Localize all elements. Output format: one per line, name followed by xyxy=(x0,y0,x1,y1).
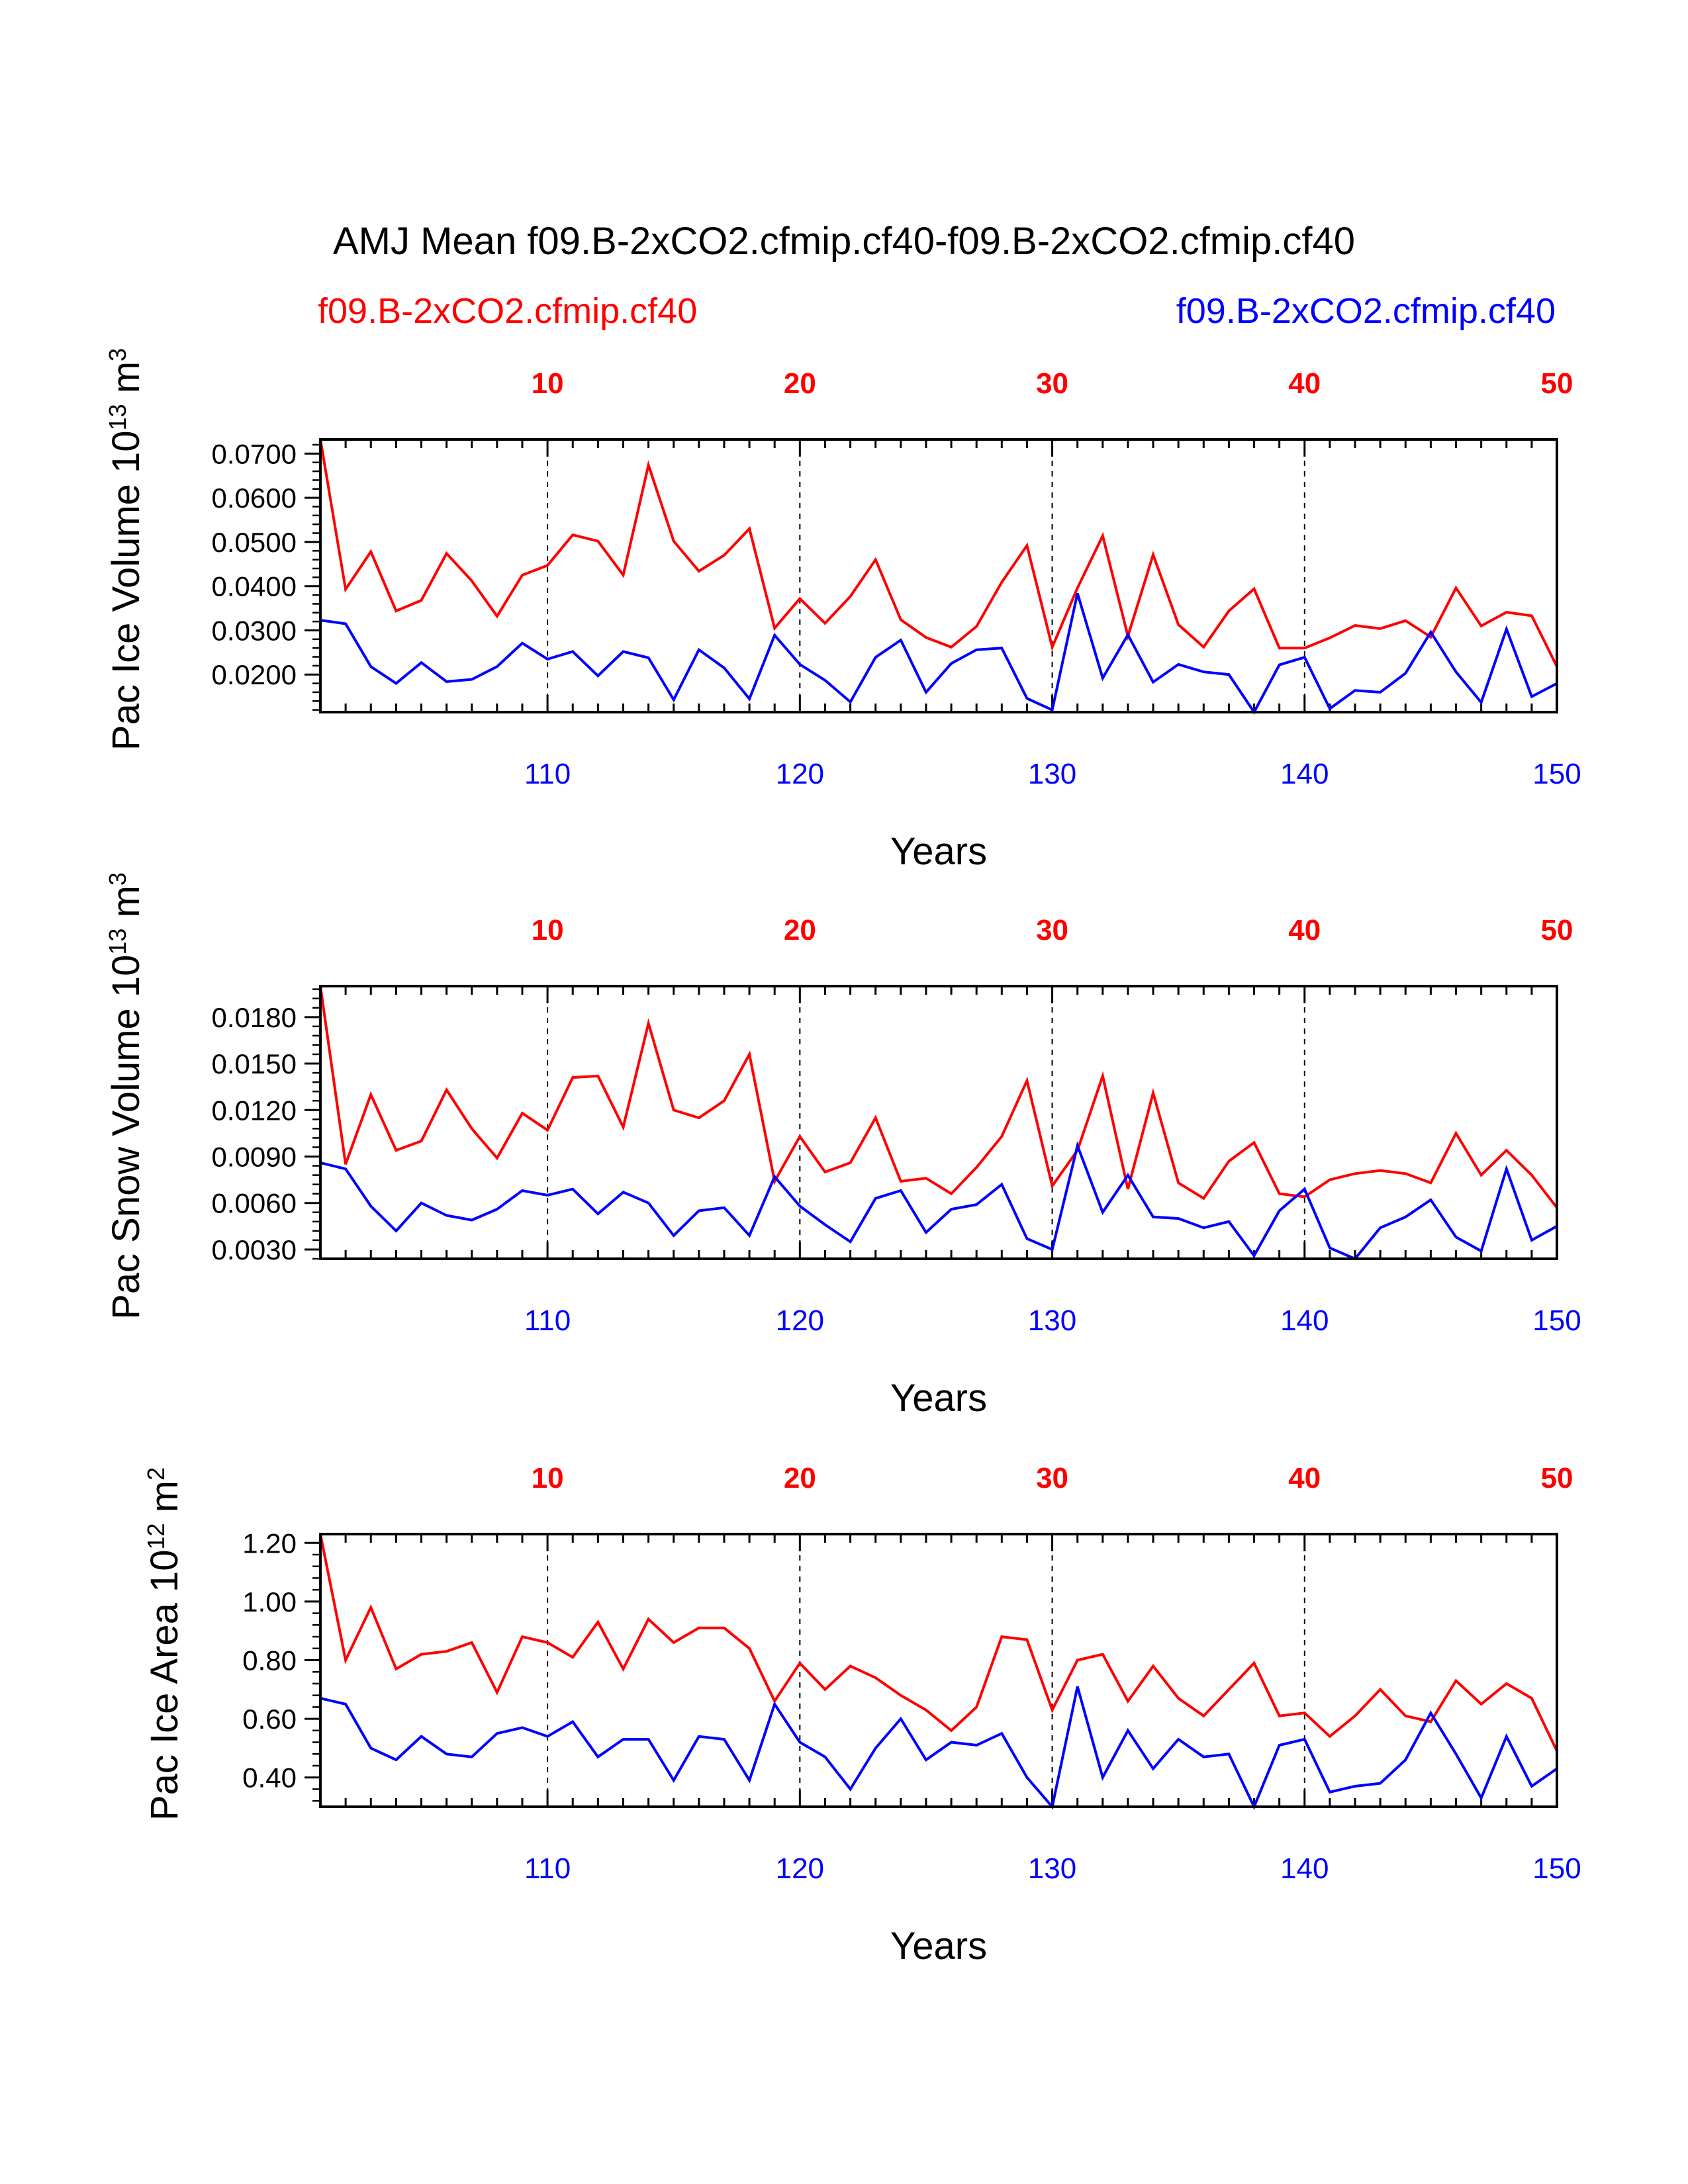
y-axis-label-text: Pac Ice Volume 10 xyxy=(105,430,148,751)
y-tick-label: 0.0150 xyxy=(212,1048,297,1079)
panel-2: 0.0030 0.0060 0.0090 0.0120 0.0150 0.0180 110 1… xyxy=(104,872,1581,1420)
y-axis-label: Pac Snow Volume 1013 m3 xyxy=(104,872,148,1320)
x-tick-label-bottom: 130 xyxy=(1028,1304,1076,1337)
y-tick-label: 0.60 xyxy=(242,1704,297,1735)
x-tick-label-bottom: 110 xyxy=(524,1304,571,1337)
series-line-red xyxy=(319,439,1558,668)
y-axis-label-text: Pac Ice Area 10 xyxy=(143,1550,186,1821)
x-tick-label-top: 30 xyxy=(1036,1462,1068,1494)
y-tick-label: 0.0060 xyxy=(212,1188,297,1219)
series-line-blue xyxy=(320,1686,1558,1810)
x-tick-label-top: 20 xyxy=(784,367,816,400)
x-tick-label-top: 40 xyxy=(1288,367,1321,400)
x-tick-label-top: 50 xyxy=(1541,1462,1573,1494)
y-axis-label-text: m xyxy=(105,361,148,404)
series-line-red xyxy=(319,985,1558,1209)
plot-frame xyxy=(319,985,1558,1260)
y-tick-label: 0.80 xyxy=(242,1645,297,1676)
series-line-blue xyxy=(320,1141,1558,1261)
x-tick-label-bottom: 140 xyxy=(1280,758,1329,790)
y-axis-label: Pac Ice Volume 1013 m3 xyxy=(104,348,148,751)
y-axis-label-text: Pac Snow Volume 10 xyxy=(105,955,148,1320)
y-tick-label: 0.0500 xyxy=(212,527,297,558)
y-tick-label: 1.20 xyxy=(242,1527,297,1559)
x-tick-label-top: 30 xyxy=(1036,367,1068,400)
x-tick-label-bottom: 120 xyxy=(776,1304,824,1337)
legend-left-label: f09.B-2xCO2.cfmip.cf40 xyxy=(318,291,697,331)
y-tick-label: 0.0300 xyxy=(212,615,297,646)
x-tick-label-bottom: 120 xyxy=(776,1852,824,1885)
x-axis-label: Years xyxy=(890,1377,987,1420)
y-tick-label: 0.0180 xyxy=(212,1002,297,1033)
panel-3: 0.40 0.60 0.80 1.00 1.20 110 120 130 140 150 10 20 3… xyxy=(142,1462,1581,1968)
x-tick-label-bottom: 130 xyxy=(1028,758,1076,790)
x-tick-label-bottom: 150 xyxy=(1532,758,1581,790)
x-tick-label-top: 50 xyxy=(1541,367,1573,400)
plot-frame xyxy=(319,1533,1558,1808)
y-tick-label: 0.0090 xyxy=(212,1142,297,1173)
y-tick-label: 0.0700 xyxy=(212,438,297,469)
y-axis-label-text: m xyxy=(143,1480,186,1523)
x-tick-label-bottom: 110 xyxy=(524,1852,571,1885)
x-tick-label-bottom: 150 xyxy=(1532,1304,1581,1337)
series-line-blue xyxy=(320,592,1558,715)
y-axis-label-superscript: 2 xyxy=(142,1467,169,1480)
y-axis-label-superscript: 13 xyxy=(104,929,131,955)
y-tick-label: 1.00 xyxy=(242,1586,297,1617)
y-tick-label: 0.0400 xyxy=(212,571,297,602)
x-tick-label-top: 20 xyxy=(784,914,816,946)
x-tick-label-top: 40 xyxy=(1288,914,1321,946)
y-axis-label-text: m xyxy=(105,886,148,928)
x-tick-label-top: 30 xyxy=(1036,914,1068,946)
y-tick-label: 0.40 xyxy=(242,1762,297,1794)
legend-right-label: f09.B-2xCO2.cfmip.cf40 xyxy=(1176,291,1556,331)
y-tick-label: 0.0030 xyxy=(212,1234,297,1265)
x-tick-label-bottom: 130 xyxy=(1028,1852,1076,1885)
x-tick-label-bottom: 140 xyxy=(1280,1852,1329,1885)
y-axis-label-superscript: 3 xyxy=(104,872,131,886)
y-axis-label-superscript: 12 xyxy=(142,1523,169,1549)
x-axis-label: Years xyxy=(890,830,987,873)
x-tick-label-bottom: 150 xyxy=(1532,1852,1581,1885)
x-tick-label-top: 10 xyxy=(532,367,564,400)
y-tick-label: 0.0200 xyxy=(212,659,297,690)
y-axis-label: Pac Ice Area 1012 m2 xyxy=(142,1467,187,1821)
y-axis-label-superscript: 13 xyxy=(104,404,131,430)
x-tick-label-bottom: 140 xyxy=(1280,1304,1329,1337)
plot-frame xyxy=(319,438,1558,713)
x-axis-label: Years xyxy=(890,1925,987,1968)
y-axis-label-superscript: 3 xyxy=(104,348,131,361)
series-line-red xyxy=(319,1533,1558,1752)
x-tick-label-bottom: 110 xyxy=(524,758,571,790)
x-tick-label-top: 10 xyxy=(532,1462,564,1494)
y-tick-label: 0.0600 xyxy=(212,482,297,514)
x-tick-label-bottom: 120 xyxy=(776,758,824,790)
y-tick-label: 0.0120 xyxy=(212,1095,297,1126)
x-tick-label-top: 20 xyxy=(784,1462,816,1494)
x-tick-label-top: 10 xyxy=(532,914,564,946)
x-tick-label-top: 50 xyxy=(1541,914,1573,946)
x-tick-label-top: 40 xyxy=(1288,1462,1321,1494)
chart-title: AMJ Mean f09.B-2xCO2.cfmip.cf40-f09.B-2x… xyxy=(333,220,1355,263)
panel-1: 0.0200 0.0300 0.0400 0.0500 0.0600 0.0700 110 1… xyxy=(104,348,1581,873)
